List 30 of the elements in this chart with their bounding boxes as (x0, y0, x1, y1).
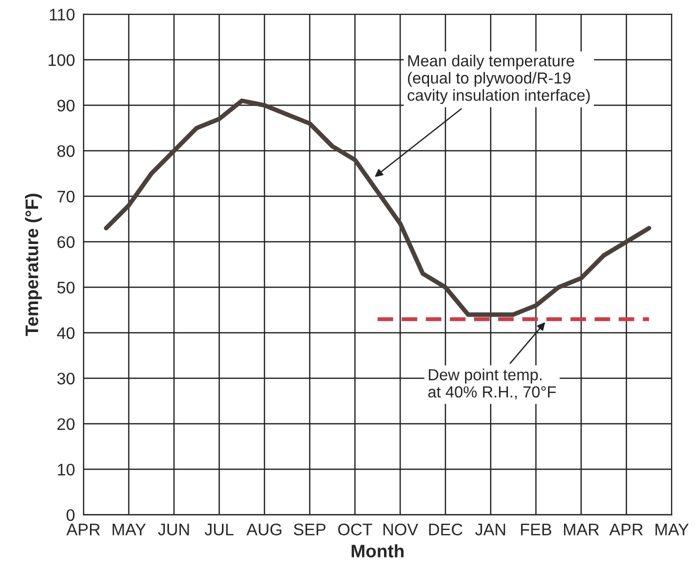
x-tick-label: MAR (564, 524, 599, 536)
y-tick-label: 70 (58, 190, 75, 203)
y-tick-label: 50 (57, 282, 75, 294)
x-tick-label: SEP (294, 524, 326, 536)
y-tick-label: 110 (50, 8, 75, 21)
x-tick-label: MAY (112, 524, 146, 536)
x-tick-label: NOV (384, 524, 418, 536)
x-tick-label: FEB (521, 524, 552, 536)
x-tick-label: APR (609, 524, 643, 536)
y-tick-label: 10 (58, 464, 75, 476)
x-tick-label: JUL (204, 524, 234, 536)
x-tick-label: JAN (475, 524, 506, 536)
x-tick-label: JUN (158, 524, 189, 536)
x-tick-label: OCT (338, 524, 372, 536)
x-axis-title: Month (352, 544, 404, 558)
y-tick-label: 60 (57, 236, 75, 248)
y-tick-label: 0 (66, 509, 75, 522)
y-tick-label: 80 (57, 145, 75, 158)
x-tick-label: AUG (246, 524, 282, 536)
y-tick-label: 30 (57, 372, 75, 385)
y-tick-label: 20 (57, 418, 75, 430)
x-tick-label: DEC (429, 524, 462, 536)
y-tick-label: 100 (48, 54, 75, 66)
y-tick-label: 40 (57, 327, 75, 340)
y-axis-title: Temperature (°F) (24, 194, 42, 336)
annotation: Mean daily temperature (equal to plywood/R-19 cavity insulation interface) (408, 54, 590, 104)
x-tick-label: APR (66, 524, 100, 536)
annotation: Dew point temp. at 40% R.H., 70°F (428, 368, 556, 400)
y-tick-label: 90 (57, 100, 75, 112)
x-tick-label: MAY (656, 524, 689, 536)
